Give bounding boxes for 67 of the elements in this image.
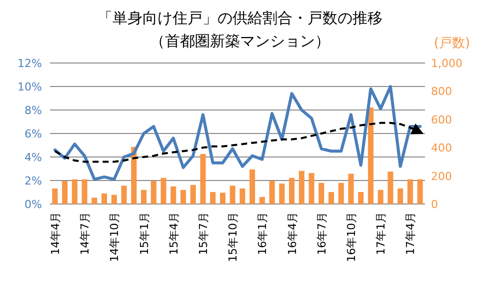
bar: [368, 107, 374, 204]
y-tick-label: 0%: [24, 198, 42, 211]
x-tick-label: 16年10月: [344, 212, 358, 262]
bar: [230, 186, 236, 204]
bar: [407, 179, 413, 204]
y2-tick-label: 800: [431, 85, 452, 98]
bar: [210, 192, 216, 204]
bar: [62, 180, 68, 204]
x-tick-label: 16年4月: [286, 212, 299, 255]
y-tick-label: 12%: [18, 57, 42, 70]
bar: [338, 182, 344, 204]
bar: [328, 192, 334, 204]
x-tick-label: 15年4月: [167, 212, 180, 255]
x-tick-label: 15年1月: [138, 212, 151, 255]
bar: [298, 170, 304, 204]
line-series: [53, 85, 422, 181]
bar: [417, 179, 423, 204]
y-tick-label: 2%: [24, 174, 42, 188]
y-tick-label: 8%: [24, 104, 42, 117]
bar: [82, 179, 88, 204]
bar: [140, 190, 147, 204]
y2-tick-label: 200: [431, 170, 452, 183]
y2-tick-label: 0: [431, 198, 438, 211]
bar: [289, 178, 295, 204]
bar: [220, 192, 226, 204]
x-tick-label: 15年10月: [226, 212, 240, 262]
bar: [111, 194, 117, 204]
chart-title: 「単身向け住戸」の供給割合・戸数の推移: [98, 9, 382, 27]
x-tick-label: 15年7月: [196, 212, 210, 255]
chart-subtitle: （首都圏新築マンション）: [150, 32, 330, 50]
bar: [318, 182, 324, 204]
x-tick-label: 14年10月: [108, 212, 122, 262]
x-tick-label: 16年1月: [256, 212, 270, 255]
x-tick-label: 14年7月: [78, 212, 92, 255]
y-tick-label: 10%: [18, 80, 42, 94]
bar: [190, 184, 196, 204]
y-tick-label: 4%: [24, 151, 42, 164]
bar: [259, 196, 265, 204]
x-tick-label: 17年1月: [374, 212, 388, 255]
bar: [170, 186, 176, 204]
bar: [52, 188, 58, 204]
x-tick-label: 17年4月: [404, 212, 418, 255]
bar: [72, 179, 78, 204]
y-tick-label: 6%: [24, 128, 42, 140]
x-tick-label: 16年7月: [315, 212, 328, 255]
bar: [279, 184, 285, 204]
bar: [240, 188, 246, 204]
bar: [200, 154, 206, 204]
bar: [180, 190, 186, 204]
bar: [92, 198, 98, 204]
bar: [102, 193, 108, 204]
y2-tick-label: 600: [431, 113, 452, 126]
x-tick-label: 14年4月: [48, 212, 62, 255]
y2-tick-label: 1,000: [431, 57, 462, 70]
y2-tick-label: 400: [431, 142, 452, 155]
bar: [398, 188, 404, 204]
bar: [378, 190, 384, 204]
bar: [308, 172, 314, 204]
bar: [121, 186, 127, 204]
bar: [250, 169, 256, 204]
y2-axis-title: (戸数): [434, 36, 470, 51]
bar: [388, 172, 394, 204]
bar: [358, 192, 364, 204]
bar: [348, 174, 354, 204]
bar: [150, 180, 156, 204]
bar: [160, 178, 166, 204]
bar: [269, 180, 275, 204]
